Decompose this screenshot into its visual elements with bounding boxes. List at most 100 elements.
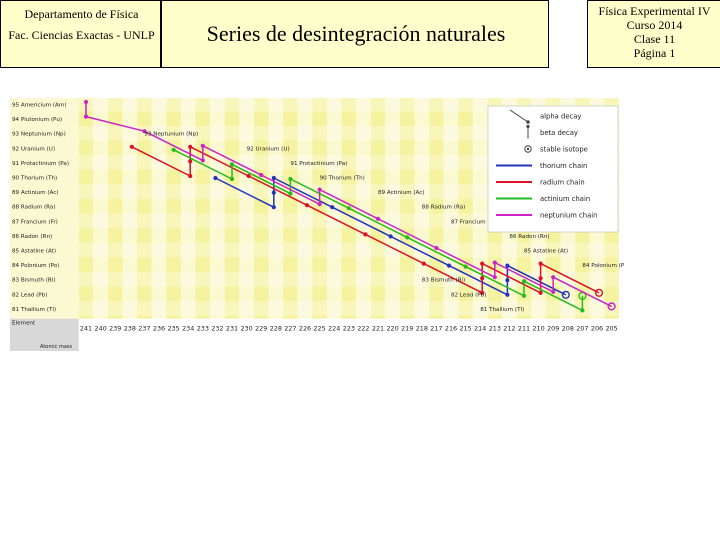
mass-tick-label: 233 (197, 325, 209, 333)
nuclide-point (388, 234, 393, 239)
mass-tick-label: 238 (124, 325, 136, 333)
grid-column (429, 98, 444, 319)
legend-box (487, 105, 619, 233)
grid-row (78, 184, 619, 199)
grid-column (210, 98, 225, 319)
nuclide-point (538, 261, 543, 266)
nuclide-point (505, 292, 510, 297)
inline-element-label: 91 Protactinium (Pa) (290, 161, 347, 167)
nuclide-point (213, 175, 218, 181)
mass-tick-label: 240 (94, 325, 106, 333)
grid-column (107, 98, 123, 319)
element-label: 82 Lead (Pb) (12, 292, 47, 298)
stable-isotope-point (594, 288, 604, 297)
nuclide-point (421, 261, 426, 266)
mass-tick-label: 218 (416, 325, 428, 333)
department-label: Departamento de Física (24, 7, 139, 21)
mass-tick-label: 241 (80, 325, 92, 333)
mass-tick-label: 205 (605, 325, 617, 333)
element-label: 86 Radon (Rn) (12, 234, 52, 240)
element-label: 81 Thallium (Tl) (12, 307, 56, 313)
grid-column (180, 98, 196, 319)
nuclide-point (446, 263, 452, 268)
mass-tick-label: 207 (576, 325, 588, 333)
nuclide-point (405, 235, 410, 240)
element-label: 83 Bismuth (Bi) (12, 278, 55, 284)
page-title: Series de desintegración naturales (206, 21, 506, 46)
mass-tick-label: 220 (386, 325, 398, 333)
series-line (173, 149, 584, 312)
nuclide-point (317, 202, 322, 207)
nuclide-point (330, 205, 335, 210)
nuclide-point (375, 216, 381, 221)
nuclide-point (551, 289, 556, 294)
element-label: 92 Uranium (U) (12, 146, 55, 152)
element-label: 89 Actinium (Ac) (12, 190, 59, 196)
nuclide-point (505, 263, 510, 268)
grid-column (297, 98, 313, 319)
inline-element-label: 90 Thorium (Th) (320, 176, 365, 182)
nuclide-point (480, 276, 485, 281)
grid-column (370, 98, 386, 319)
mass-tick-label: 214 (474, 325, 486, 333)
nuclide-point (580, 308, 585, 313)
mass-tick-label: 224 (328, 325, 340, 333)
legend-label: neptunium chain (540, 212, 597, 220)
header-right-box: Física Experimental IV Curso 2014 Clase … (587, 0, 720, 68)
grid-column (356, 98, 371, 319)
inline-element-label: 92 Uranium (U) (247, 146, 290, 152)
inline-element-label: 83 Bismuth (Bi) (422, 278, 465, 284)
inline-element-label: 84 Polonium (Po) (582, 263, 624, 269)
mass-tick-label: 216 (445, 325, 457, 333)
nuclide-point (551, 275, 556, 280)
nuclide-point (538, 276, 543, 281)
grid-column (283, 98, 298, 319)
x-axis-title: Atomic mass (40, 344, 72, 350)
nuclide-point (521, 293, 527, 298)
mass-tick-label: 237 (138, 325, 150, 333)
grid-column (122, 98, 138, 319)
nuclide-point (188, 144, 193, 149)
mass-tick-label: 222 (357, 325, 369, 333)
nuclide-point (271, 175, 276, 181)
mass-tick-label: 226 (299, 325, 311, 333)
nuclide-point (83, 99, 89, 105)
element-label: 85 Astatine (At) (12, 249, 56, 255)
label-column (10, 98, 79, 319)
nuclide-point (492, 275, 497, 280)
mass-tick-label: 213 (489, 325, 501, 333)
nuclide-point (288, 176, 293, 182)
mass-tick-label: 223 (343, 325, 355, 333)
nuclide-point (246, 173, 251, 179)
grid-row (78, 125, 619, 141)
nuclide-point (229, 162, 235, 167)
nuclide-point (480, 290, 485, 295)
element-label: 88 Radium (Ra) (12, 205, 56, 211)
decay-chain-svg: 95 Americium (Am) 94 Plutonium (Pu) 93 Nep… (10, 98, 624, 351)
legend-symbol (526, 120, 530, 124)
grid-column (458, 98, 473, 319)
nuclide-point (229, 176, 235, 182)
mass-tick-label: 236 (153, 325, 165, 333)
header-left-box: Departamento de Física Fac. Ciencias Exa… (0, 0, 161, 68)
nuclide-point (83, 114, 89, 119)
course-name: Física Experimental IV (598, 4, 711, 18)
y-axis-title: Element (12, 321, 36, 327)
mass-tick-label: 229 (255, 325, 267, 333)
nuclide-point (171, 147, 176, 152)
grid-column (399, 98, 415, 319)
mass-tick-label: 217 (430, 325, 442, 333)
grid-column (268, 98, 284, 319)
mass-tick-label: 234 (182, 325, 194, 333)
mass-tick-label: 210 (532, 325, 544, 333)
nuclide-point (521, 279, 527, 284)
faculty-label: Fac. Ciencias Exactas - UNLP (8, 28, 155, 42)
element-label: 87 Francium (Fr) (12, 219, 58, 225)
grid-row (78, 242, 619, 258)
stable-isotope-point (561, 290, 570, 299)
mass-tick-label: 206 (591, 325, 603, 333)
inline-element-label: 82 Lead (Pb) (451, 292, 486, 298)
decay-chain-chart: 95 Americium (Am) 94 Plutonium (Pu) 93 Nep… (10, 98, 624, 351)
nuclide-point (288, 191, 293, 196)
legend-symbol (526, 147, 530, 151)
